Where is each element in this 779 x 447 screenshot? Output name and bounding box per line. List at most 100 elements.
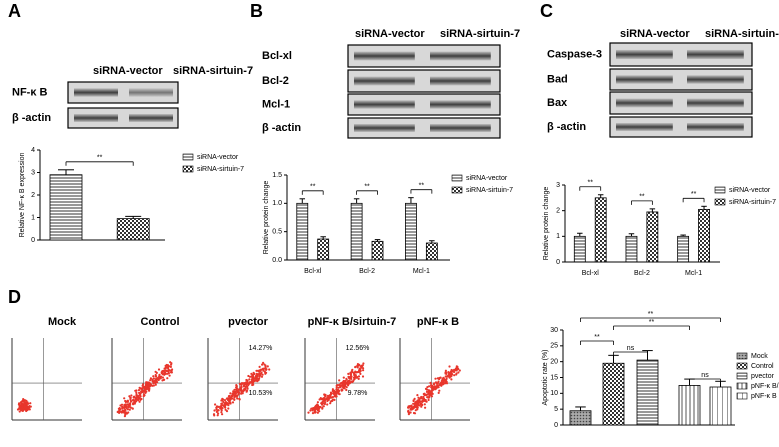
flow-dot: [357, 377, 360, 380]
flow-dot: [264, 365, 267, 368]
flow-dot: [22, 398, 25, 401]
blot-band: [687, 49, 744, 60]
flow-dot: [135, 394, 138, 397]
flow-dot: [336, 384, 339, 387]
flow-dot: [437, 391, 440, 394]
flow-dot: [260, 375, 264, 378]
flow-dot: [240, 383, 243, 386]
flow-dot: [353, 378, 356, 381]
flow-dot: [429, 382, 432, 385]
bar: [116, 218, 150, 241]
flow-dot: [257, 370, 260, 373]
flow-dot: [453, 370, 456, 374]
blot-row-label: Bcl-xl: [262, 50, 292, 62]
flow-dot: [224, 406, 227, 409]
flow-dot: [20, 403, 23, 406]
flow-dot: [124, 400, 127, 404]
legend-swatch: [451, 174, 463, 182]
flow-dot: [215, 406, 218, 410]
flow-dot: [422, 395, 425, 398]
y-tick-label: 3: [31, 169, 35, 176]
flow-dot: [311, 412, 315, 415]
y-tick-label: 4: [31, 147, 35, 154]
flow-dot: [255, 378, 258, 381]
panel-label: B: [250, 1, 263, 21]
bar: [371, 240, 384, 261]
y-tick-label: 20: [550, 359, 558, 366]
flow-dot: [143, 390, 146, 393]
bar: [49, 174, 83, 241]
flow-dot: [26, 407, 30, 410]
flow-dot: [321, 403, 324, 406]
flow-dot: [354, 365, 357, 368]
blot-row-label: Caspase-3: [547, 48, 602, 60]
flow-dot: [124, 411, 127, 414]
panel-label: C: [540, 1, 553, 21]
flow-dot: [256, 377, 259, 380]
flow-dot: [331, 388, 334, 391]
flow-dot: [127, 411, 130, 414]
flow-dot: [428, 391, 431, 394]
flow-dot: [420, 397, 423, 400]
y-tick-label: 15: [550, 374, 558, 381]
flow-dot: [154, 370, 157, 373]
flow-dot: [121, 409, 124, 412]
blot-band: [687, 98, 744, 108]
flow-dot: [148, 381, 151, 384]
flow-dot: [164, 369, 167, 372]
y-tick-label: 3: [556, 182, 560, 189]
flow-dot: [416, 408, 419, 411]
flow-dot: [455, 373, 458, 376]
legend-swatch: [736, 382, 748, 390]
flow-dot: [352, 371, 356, 374]
flow-dot: [266, 365, 269, 368]
legend-label: pvector: [751, 373, 775, 380]
flow-dot: [408, 405, 411, 408]
bar: [573, 235, 586, 263]
flow-title: pNF-κ B/sirtuin-7: [308, 316, 397, 328]
flow-dot: [224, 401, 227, 404]
flow-dot: [316, 411, 319, 414]
flow-dot: [227, 395, 230, 398]
flow-dot: [427, 396, 430, 399]
flow-dot: [424, 406, 427, 409]
flow-dot: [170, 363, 173, 366]
flow-dot: [169, 361, 172, 364]
flow-dot: [449, 371, 452, 374]
flow-dot: [357, 370, 361, 374]
flow-dot: [430, 386, 434, 390]
flow-dot: [145, 383, 148, 386]
blot-band: [430, 124, 491, 132]
flow-dot: [212, 413, 216, 416]
flow-dot: [256, 375, 259, 378]
flow-dot: [149, 377, 152, 380]
flow-dot: [118, 411, 121, 414]
flow-dot: [139, 392, 142, 395]
blot-band: [430, 100, 491, 109]
flow-dot: [250, 375, 253, 378]
flow-dot: [224, 408, 227, 411]
flow-dot: [229, 396, 233, 399]
annotation: **: [594, 334, 600, 341]
flow-dot: [220, 399, 223, 402]
flow-dot: [220, 411, 223, 414]
flow-dot: [431, 392, 434, 395]
flow-dot: [328, 394, 331, 397]
blot-column-label: siRNA-vector: [620, 28, 690, 40]
flow-dot: [152, 381, 155, 385]
flow-dot: [152, 384, 155, 387]
flow-dot: [444, 380, 447, 383]
flow-dot: [329, 391, 333, 394]
flow-dot: [146, 387, 149, 390]
flow-dot: [329, 400, 332, 403]
legend-swatch: [182, 165, 194, 173]
flow-dot: [342, 385, 345, 389]
flow-dot: [420, 405, 423, 408]
flow-dot: [324, 393, 327, 396]
blot-frame: [347, 69, 501, 93]
flow-dot: [21, 409, 24, 412]
flow-dot: [261, 373, 264, 376]
legend-label: siRNA-sirtuin-7: [729, 199, 776, 206]
flow-dot: [445, 377, 448, 380]
annotation: ns: [701, 372, 709, 379]
